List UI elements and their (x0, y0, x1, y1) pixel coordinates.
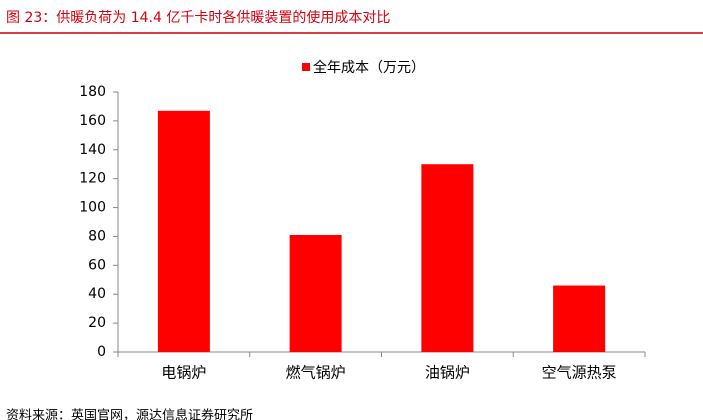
y-tick-label: 0 (97, 344, 106, 360)
y-tick-label: 180 (79, 84, 106, 100)
x-tick-label: 电锅炉 (161, 364, 206, 382)
source-note: 资料来源：英国官网，源达信息证券研究所 (6, 408, 253, 420)
bar (421, 164, 474, 352)
y-tick-label: 60 (88, 257, 106, 273)
x-tick-label: 油锅炉 (425, 364, 470, 382)
y-tick-label: 80 (88, 228, 106, 244)
y-tick-label: 140 (79, 142, 106, 158)
y-tick-label: 120 (79, 171, 106, 187)
bar (289, 235, 342, 352)
y-tick-label: 40 (88, 286, 106, 302)
bar (157, 110, 210, 353)
x-tick-label: 燃气锅炉 (286, 364, 346, 382)
bar (553, 285, 606, 352)
legend-swatch (302, 63, 310, 71)
y-tick-label: 20 (88, 315, 106, 331)
y-tick-label: 160 (79, 113, 106, 129)
y-tick-label: 100 (79, 200, 106, 216)
chart-title: 图 23：供暖负荷为 14.4 亿千卡时各供暖装置的使用成本对比 (6, 9, 390, 26)
x-tick-label: 空气源热泵 (542, 364, 617, 382)
legend-label: 全年成本（万元） (313, 59, 425, 76)
